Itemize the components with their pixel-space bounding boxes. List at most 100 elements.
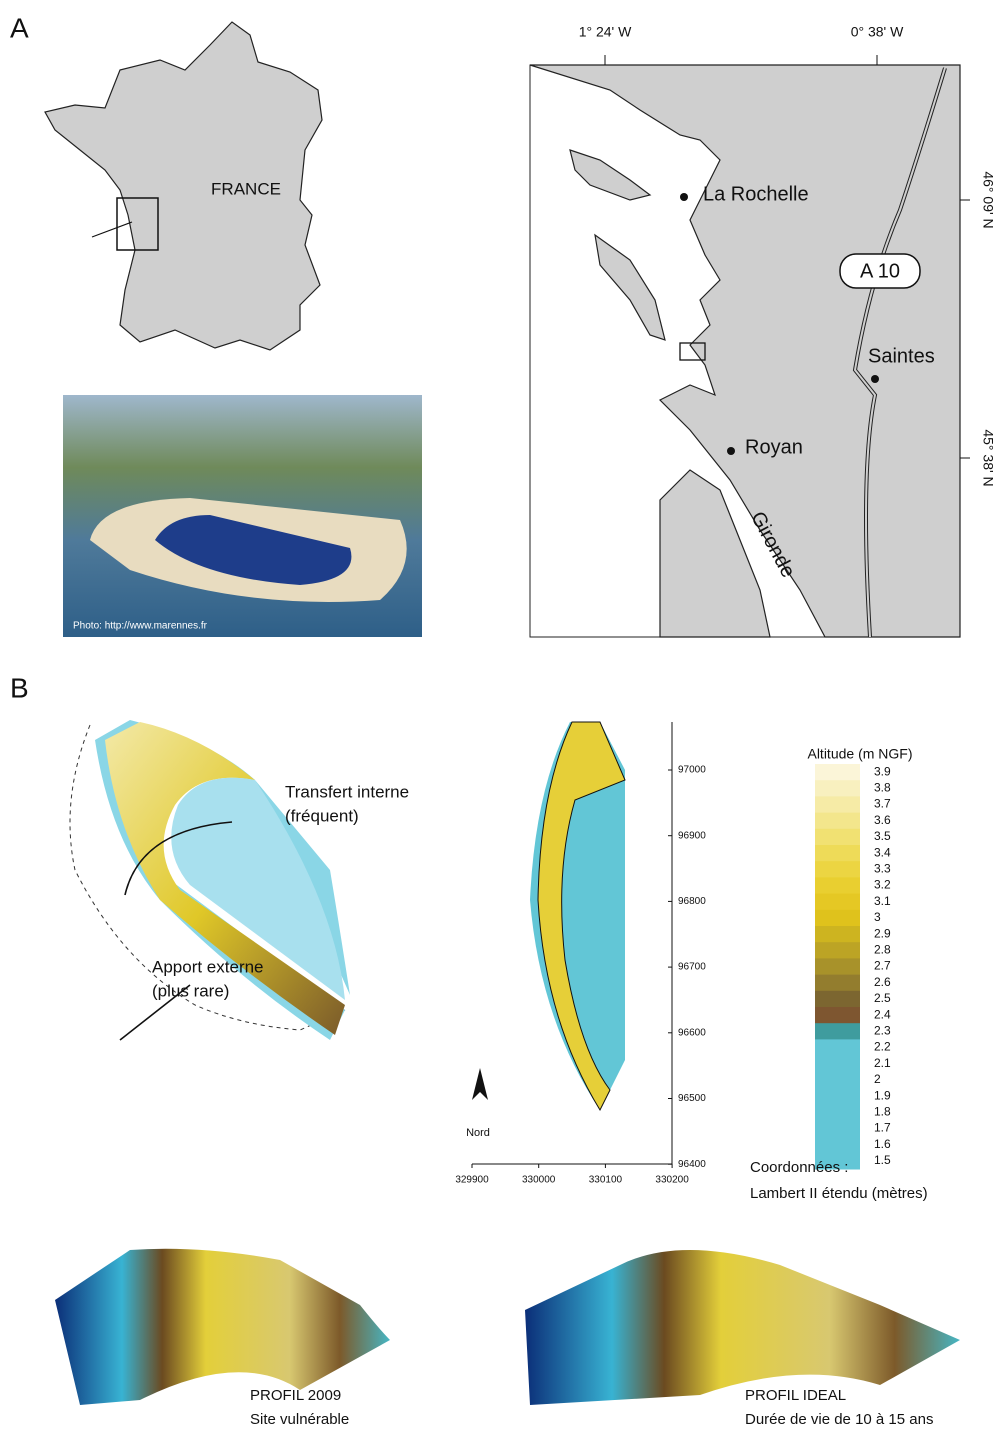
legend-label: 1.9 — [874, 1088, 891, 1102]
x-tick-label: 330000 — [522, 1175, 556, 1186]
island — [594, 233, 666, 341]
y-tick-label: 96800 — [678, 896, 706, 907]
legend-swatch — [815, 990, 860, 1008]
x-tick-label: 329900 — [455, 1175, 489, 1186]
legend-swatch — [815, 942, 860, 959]
photo-credit: Photo: http://www.marennes.fr — [73, 621, 208, 632]
legend-label: 3.5 — [874, 829, 891, 843]
y-tick-label: 96600 — [678, 1027, 706, 1038]
legend-swatch — [815, 1088, 860, 1105]
legend-label: 3.4 — [874, 845, 891, 859]
profile-title: PROFIL 2009 — [250, 1387, 341, 1404]
legend-swatch — [815, 1152, 860, 1170]
profile-surface — [525, 1250, 960, 1405]
legend-swatch — [815, 780, 860, 797]
annotation: Apport externe — [152, 957, 264, 976]
x-tick-label: 330100 — [589, 1175, 623, 1186]
legend-label: 3.2 — [874, 878, 891, 892]
france-map — [44, 21, 323, 351]
legend-swatch — [815, 1023, 860, 1040]
legend-swatch — [815, 796, 860, 814]
legend-swatch — [815, 1136, 860, 1154]
latitude-label: 45° 38' N — [980, 429, 996, 486]
road-label: A 10 — [860, 260, 900, 282]
road-sign — [839, 253, 921, 289]
panel-label: A — [10, 12, 29, 43]
legend-label: 1.5 — [874, 1153, 891, 1167]
north-arrow — [472, 1068, 488, 1100]
input-arrow — [119, 984, 191, 1041]
profile-subtitle: Site vulnérable — [250, 1411, 349, 1428]
city-dot — [871, 375, 879, 383]
legend-title: Altitude (m NGF) — [807, 746, 912, 762]
legend: 3.9 3.8 3.7 3.6 3.5 3.4 3.3 3.2 3.1 3 2.9 2.8 2.7 2.6… — [815, 764, 891, 1170]
legend-label: 2.7 — [874, 959, 891, 973]
contour-ridge — [537, 721, 626, 1112]
coord-note: Lambert II étendu (mètres) — [750, 1185, 928, 1202]
map-ticks: 97000 96900 96800 96700 96600 96500 96400 32990… — [455, 765, 706, 1186]
legend-swatch — [815, 1007, 860, 1024]
legend-label: 3.3 — [874, 861, 891, 875]
profile-surface — [55, 1248, 390, 1405]
legend-swatch — [815, 1039, 860, 1057]
island — [569, 149, 652, 201]
y-tick-label: 96900 — [678, 830, 706, 841]
y-tick-label: 96700 — [678, 962, 706, 973]
annotation: (fréquent) — [285, 806, 359, 825]
legend-swatch — [815, 958, 860, 976]
panel-label: B — [10, 672, 29, 703]
legend-label: 3.7 — [874, 797, 891, 811]
legend-swatch — [815, 877, 860, 895]
legend-label: 2.8 — [874, 942, 891, 956]
legend-label: 3.8 — [874, 780, 891, 794]
legend-label: 2.1 — [874, 1056, 891, 1070]
latitude-label: 46° 09' N — [980, 171, 996, 228]
legend-swatch — [815, 1104, 860, 1121]
city-dot — [727, 447, 735, 455]
ridge-3d — [105, 722, 345, 1035]
map-label: FRANCE — [211, 179, 281, 198]
legend-label: 3.1 — [874, 894, 891, 908]
legend-swatch — [815, 812, 860, 830]
legend-label: 2.3 — [874, 1023, 891, 1037]
legend-label: 1.7 — [874, 1121, 891, 1135]
legend-label: 3.9 — [874, 764, 891, 778]
x-tick-label: 330200 — [655, 1175, 689, 1186]
legend-label: 1.8 — [874, 1104, 891, 1118]
inset-box — [116, 197, 159, 251]
legend-swatch — [815, 845, 860, 862]
annotation: (plus rare) — [152, 981, 229, 1000]
arrow — [91, 221, 133, 238]
profile-subtitle: Durée de vie de 10 à 15 ans — [745, 1411, 933, 1428]
transfer-arrow — [124, 821, 233, 896]
city-dot — [680, 193, 688, 201]
legend-label: 1.6 — [874, 1137, 891, 1151]
y-tick-label: 96500 — [678, 1093, 706, 1104]
legend-swatch — [815, 828, 860, 846]
north-label: Nord — [466, 1127, 490, 1139]
longitude-label: 1° 24' W — [579, 24, 632, 40]
city-label: Royan — [745, 436, 803, 458]
legend-label: 2.5 — [874, 991, 891, 1005]
legend-swatch — [815, 764, 860, 781]
legend-swatch — [815, 861, 860, 878]
legend-label: 2.2 — [874, 1040, 891, 1054]
site-box — [679, 342, 706, 361]
legend-swatch — [815, 909, 860, 927]
longitude-label: 0° 38' W — [851, 24, 904, 40]
legend-label: 2 — [874, 1072, 881, 1086]
legend-swatch — [815, 1055, 860, 1073]
legend-label: 3 — [874, 910, 881, 924]
city-label: Saintes — [868, 345, 935, 367]
legend-swatch — [815, 1071, 860, 1089]
legend-label: 2.6 — [874, 975, 891, 989]
coord-note: Coordonnées : — [750, 1159, 848, 1176]
profile-title: PROFIL IDEAL — [745, 1387, 846, 1404]
legend-label: 2.9 — [874, 926, 891, 940]
mainland — [529, 64, 961, 638]
legend-swatch — [815, 974, 860, 992]
basin-3d — [171, 777, 345, 1000]
photo-lagoon — [155, 515, 352, 585]
